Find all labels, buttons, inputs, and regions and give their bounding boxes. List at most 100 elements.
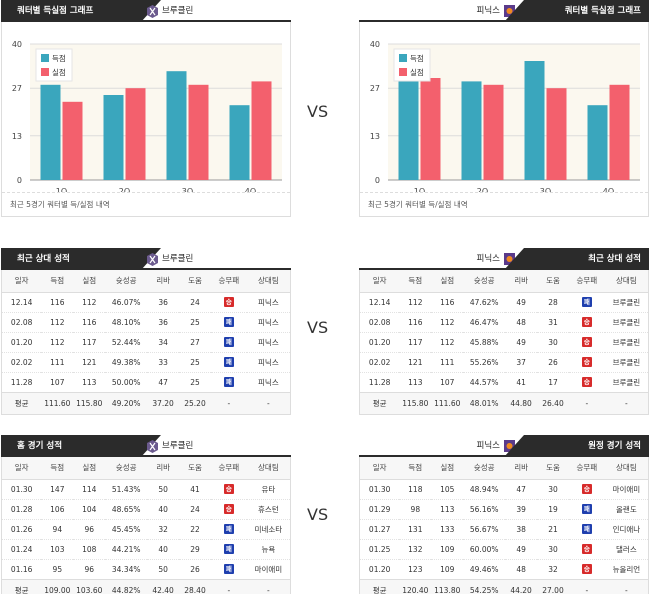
result-badge: 패 [223, 544, 234, 554]
right-quarter-chart: 0 13 27 40 1Q 2Q 3Q 4Q 득점 실점 최근 5경기 쿼터별 득/실점 내역 [359, 22, 649, 217]
table-header-row: 일자 득점 실점 슛성공 리바 도움 승무패 상대팀 [1, 457, 291, 480]
cell-opp: 116 [73, 312, 106, 333]
cell-reb: 40 [147, 539, 180, 560]
cell-opp: 113 [431, 499, 464, 520]
right-stats-panel: 피닉스 최근 상대 성적 일자 득점 실점 슛성공 리바 도움 승무패 상대팀 12.14 112 11… [359, 248, 649, 415]
cell-opponent: 피닉스 [246, 312, 291, 333]
column-header: 도움 [537, 270, 569, 293]
table-row: 01.24 103 108 44.21% 40 29 패 뉴욕 [1, 539, 291, 560]
left-stats-header: 홈 경기 성적 브루클린 [1, 435, 291, 457]
cell-ast: 19 [537, 499, 569, 520]
result-badge: 승 [581, 337, 592, 347]
cell-ast: 31 [537, 312, 569, 333]
column-header: 실점 [73, 457, 106, 480]
cell-fg: 46.47% [463, 312, 506, 333]
table-row: 01.20 112 117 52.44% 34 27 패 피닉스 [1, 332, 291, 353]
cell-result: 패 [210, 539, 247, 560]
column-header: 리바 [505, 270, 538, 293]
cell-opp: 113 [73, 372, 106, 393]
cell-ast: 28 [537, 292, 569, 313]
cell-date: 01.30 [1, 479, 42, 500]
bar-allowed [483, 84, 504, 180]
cell-opp: 96 [73, 519, 106, 540]
left-stats-panel: 최근 상대 성적 브루클린 일자 득점 실점 슛성공 리바 도움 승무패 상대팀 12.14 116 1… [1, 248, 291, 415]
cell-date: 01.29 [359, 499, 400, 520]
avg-ast: 25.20 [179, 391, 211, 414]
cell-opponent: 피닉스 [246, 352, 291, 373]
right-stats-panel: 피닉스 원정 경기 성적 일자 득점 실점 슛성공 리바 도움 승무패 상대팀 01.30 118 10… [359, 435, 649, 594]
avg-label: 평균 [359, 391, 400, 414]
cell-pts: 131 [399, 519, 432, 540]
average-row: 평균 109.00 103.60 44.82% 42.40 28.40- - [1, 578, 291, 594]
table-row: 02.02 121 111 55.26% 37 26 승 브루클린 [359, 352, 649, 373]
cell-opp: 105 [431, 479, 464, 500]
avg-label: 평균 [1, 391, 42, 414]
avg-pts: 115.80 [399, 391, 432, 414]
x-tick-label: 3Q [182, 187, 193, 192]
cell-fg: 51.43% [105, 479, 148, 500]
avg-result: - [210, 578, 247, 594]
column-header: 슛성공 [463, 270, 506, 293]
cell-fg: 48.65% [105, 499, 148, 520]
avg-opponent: - [246, 578, 291, 594]
column-header: 일자 [1, 457, 42, 480]
cell-fg: 47.62% [463, 292, 506, 313]
cell-fg: 45.45% [105, 519, 148, 540]
avg-pts: 111.60 [41, 391, 74, 414]
average-row: 평균 120.40 113.80 54.25% 44.20 27.00- - [359, 578, 649, 594]
table-header-row: 일자 득점 실점 슛성공 리바 도움 승무패 상대팀 [359, 270, 649, 293]
column-header: 리바 [147, 270, 180, 293]
brooklyn-logo-icon [147, 439, 158, 453]
column-header: 일자 [1, 270, 42, 293]
table-row: 02.08 116 112 46.47% 48 31 승 브루클린 [359, 312, 649, 333]
result-badge: 승 [223, 484, 234, 494]
cell-result: 패 [568, 499, 605, 520]
column-header: 승무패 [568, 457, 605, 480]
cell-ast: 26 [179, 559, 211, 580]
cell-ast: 30 [537, 332, 569, 353]
avg-result: - [568, 578, 605, 594]
cell-ast: 30 [537, 479, 569, 500]
cell-opp: 112 [431, 332, 464, 353]
bar-score [461, 81, 482, 180]
x-tick-label: 4Q [245, 187, 256, 192]
avg-fg: 44.82% [105, 578, 148, 594]
vs-label: VS [307, 318, 329, 337]
legend-swatch [399, 54, 407, 62]
cell-pts: 112 [41, 312, 74, 333]
avg-opponent: - [604, 391, 649, 414]
result-badge: 패 [223, 317, 234, 327]
cell-date: 02.08 [1, 312, 42, 333]
column-header: 승무패 [210, 457, 247, 480]
cell-opp: 112 [73, 292, 106, 313]
column-header: 상대팀 [604, 457, 649, 480]
right-stats-title: 최근 상대 성적 [504, 248, 649, 270]
column-header: 상대팀 [604, 270, 649, 293]
right-team-name: 피닉스 [476, 6, 500, 16]
avg-pts: 109.00 [41, 578, 74, 594]
cell-opp: 121 [73, 352, 106, 373]
cell-fg: 45.88% [463, 332, 506, 353]
table-header-row: 일자 득점 실점 슛성공 리바 도움 승무패 상대팀 [359, 457, 649, 480]
avg-opponent: - [246, 391, 291, 414]
legend-swatch [41, 54, 49, 62]
right-stats-header: 피닉스 원정 경기 성적 [359, 435, 649, 457]
cell-fg: 52.44% [105, 332, 148, 353]
cell-opponent: 브루클린 [604, 372, 649, 393]
bar-allowed [125, 88, 146, 180]
avg-ast: 27.00 [537, 578, 569, 594]
average-row: 평균 111.60 115.80 49.20% 37.20 25.20- - [1, 391, 291, 414]
y-tick-label: 13 [370, 132, 380, 141]
left-stats-title: 홈 경기 성적 [1, 435, 161, 457]
vs-label-chart: VS [307, 102, 329, 121]
cell-opponent: 브루클린 [604, 292, 649, 313]
cell-pts: 95 [41, 559, 74, 580]
right-stats-table: 일자 득점 실점 슛성공 리바 도움 승무패 상대팀 12.14 112 116 47.62% 49 28… [359, 270, 649, 415]
cell-date: 01.28 [1, 499, 42, 520]
result-badge: 패 [223, 357, 234, 367]
cell-pts: 112 [399, 292, 432, 313]
cell-result: 승 [210, 479, 247, 500]
cell-date: 01.20 [359, 559, 400, 580]
left-team-label: 브루클린 [147, 435, 193, 457]
right-team-name: 피닉스 [476, 254, 500, 264]
